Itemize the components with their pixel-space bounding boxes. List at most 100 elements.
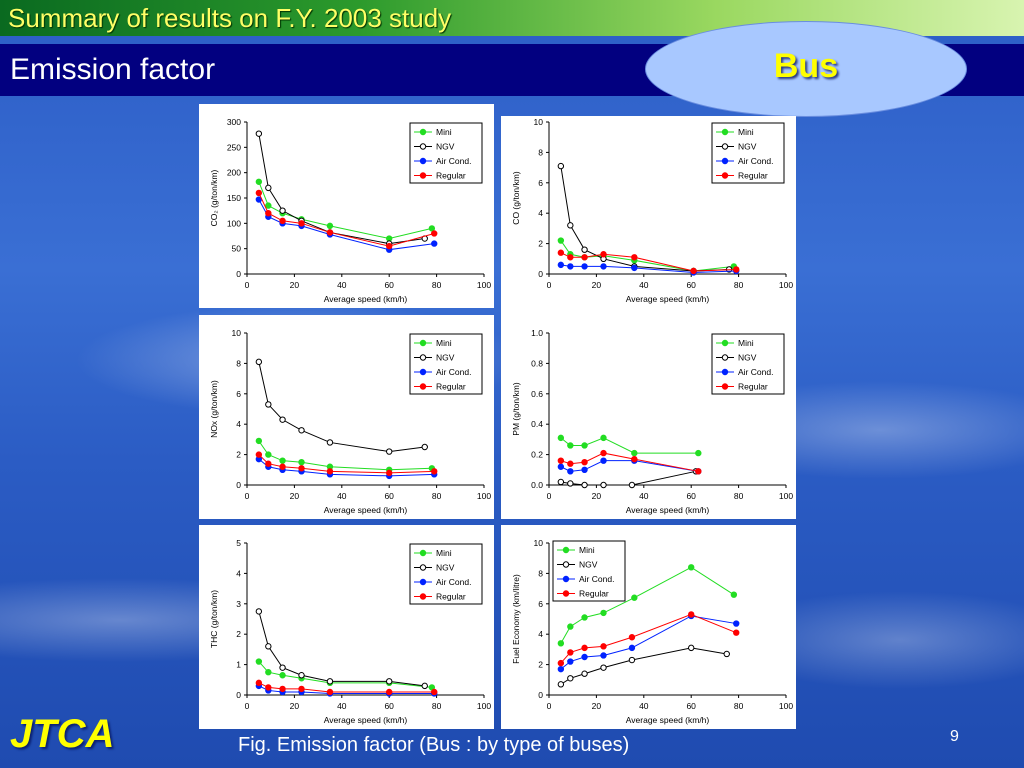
data-point-mini bbox=[255, 437, 263, 445]
y-tick-label: 0 bbox=[236, 269, 241, 279]
data-point-ngv bbox=[688, 644, 695, 652]
y-tick-label: 50 bbox=[232, 244, 242, 254]
x-tick-label: 80 bbox=[432, 280, 442, 290]
y-tick-label: 0.0 bbox=[531, 480, 543, 490]
x-tick-label: 0 bbox=[245, 491, 250, 501]
y-tick-label: 10 bbox=[232, 328, 242, 338]
data-point-ngv bbox=[386, 448, 393, 455]
legend-swatch-marker bbox=[562, 575, 570, 583]
y-tick-label: 0 bbox=[538, 269, 543, 279]
legend-label-air-cond: Air Cond. bbox=[579, 574, 614, 584]
chart-co2: 0 50 100 150 200 250 300 0 20 40 60 80 100 Average sp… bbox=[209, 117, 491, 304]
series-line-ngv bbox=[560, 470, 697, 486]
data-point-ngv bbox=[298, 427, 305, 434]
data-point-regular bbox=[557, 457, 565, 464]
legend-swatch-marker bbox=[419, 564, 427, 571]
data-point-ngv bbox=[567, 675, 574, 682]
chart-thc: 0 1 2 3 4 5 0 20 40 60 80 100 Average speed (km/h) TH… bbox=[209, 538, 491, 725]
data-point-ngv bbox=[557, 478, 565, 486]
data-point-mini bbox=[688, 564, 695, 571]
top-title: Summary of results on F.Y. 2003 study bbox=[8, 3, 452, 33]
series-line-ngv bbox=[258, 133, 425, 245]
data-point-ngv bbox=[255, 130, 263, 137]
data-point-air-cond bbox=[567, 263, 574, 270]
legend-label-air-cond: Air Cond. bbox=[738, 367, 773, 377]
y-tick-label: 2 bbox=[538, 660, 543, 670]
y-tick-label: 4 bbox=[538, 629, 543, 639]
data-point-regular bbox=[431, 468, 438, 475]
data-point-ngv bbox=[298, 672, 305, 679]
y-axis-label: NOx (g/ton/km) bbox=[209, 380, 219, 438]
data-point-mini bbox=[298, 459, 305, 466]
x-tick-label: 100 bbox=[477, 701, 491, 711]
data-point-regular bbox=[298, 685, 305, 693]
data-point-regular bbox=[600, 643, 607, 650]
y-tick-label: 8 bbox=[538, 568, 543, 578]
data-point-mini bbox=[428, 225, 436, 232]
y-tick-label: 0 bbox=[236, 690, 241, 700]
data-point-ngv bbox=[600, 664, 607, 671]
chart-panel-fuel: 0 2 4 6 8 10 0 20 40 60 80 100 Average speed (km/h) F… bbox=[501, 525, 796, 729]
y-tick-label: 6 bbox=[236, 389, 241, 399]
data-point-mini bbox=[631, 449, 638, 457]
legend-swatch-marker bbox=[721, 157, 729, 165]
x-tick-label: 40 bbox=[337, 701, 347, 711]
legend-label-mini: Mini bbox=[738, 338, 754, 348]
y-axis-label: PM (g/ton/km) bbox=[511, 382, 521, 436]
legend-label-regular: Regular bbox=[579, 589, 609, 599]
data-point-ngv bbox=[265, 184, 272, 192]
legend-swatch-marker bbox=[721, 383, 729, 390]
data-point-air-cond bbox=[733, 620, 740, 627]
data-point-regular bbox=[255, 679, 263, 687]
data-point-ngv bbox=[557, 681, 565, 688]
legend-swatch-marker bbox=[562, 590, 570, 597]
y-tick-label: 8 bbox=[236, 358, 241, 368]
data-point-regular bbox=[567, 254, 574, 261]
data-point-ngv bbox=[581, 246, 588, 253]
chart-panel-thc: 0 1 2 3 4 5 0 20 40 60 80 100 Average speed (km/h) TH… bbox=[199, 525, 494, 729]
y-tick-label: 3 bbox=[236, 599, 241, 609]
legend-swatch-marker bbox=[419, 128, 427, 136]
legend-label-mini: Mini bbox=[579, 545, 595, 555]
data-point-mini bbox=[695, 449, 702, 457]
data-point-regular bbox=[386, 688, 393, 696]
data-point-mini bbox=[279, 672, 286, 679]
data-point-regular bbox=[628, 634, 636, 641]
legend-label-regular: Regular bbox=[436, 592, 466, 602]
legend-swatch-marker bbox=[721, 368, 729, 376]
data-point-regular bbox=[733, 629, 740, 636]
y-axis-label: THC (g/ton/km) bbox=[209, 590, 219, 648]
data-point-regular bbox=[265, 460, 272, 467]
series-line-ngv bbox=[560, 647, 727, 685]
data-point-air-cond bbox=[581, 466, 588, 474]
data-point-air-cond bbox=[567, 468, 574, 475]
data-point-mini bbox=[600, 609, 607, 617]
data-point-ngv bbox=[600, 481, 607, 489]
data-point-regular bbox=[600, 251, 607, 258]
data-point-mini bbox=[631, 594, 638, 601]
chart-panel-pm: 0.0 0.2 0.4 0.6 0.8 1.0 0 20 40 60 80 100 Average sp… bbox=[501, 315, 796, 519]
y-tick-label: 1.0 bbox=[531, 328, 543, 338]
top-banner: Summary of results on F.Y. 2003 study bbox=[0, 0, 1024, 36]
data-point-mini bbox=[265, 451, 272, 458]
data-point-ngv bbox=[386, 678, 393, 685]
x-tick-label: 60 bbox=[384, 491, 394, 501]
x-tick-label: 20 bbox=[592, 701, 602, 711]
y-tick-label: 4 bbox=[236, 568, 241, 578]
data-point-air-cond bbox=[600, 457, 607, 464]
data-point-air-cond bbox=[557, 261, 565, 269]
legend-label-ngv: NGV bbox=[436, 142, 455, 152]
data-point-regular bbox=[733, 266, 740, 273]
data-point-regular bbox=[557, 249, 565, 256]
x-tick-label: 60 bbox=[686, 491, 696, 501]
data-point-air-cond bbox=[557, 463, 565, 470]
data-point-mini bbox=[255, 178, 263, 185]
x-tick-label: 20 bbox=[592, 280, 602, 290]
data-point-mini bbox=[255, 658, 263, 665]
x-axis-label: Average speed (km/h) bbox=[626, 715, 710, 725]
y-tick-label: 8 bbox=[538, 147, 543, 157]
x-tick-label: 100 bbox=[779, 491, 793, 501]
legend-swatch-marker bbox=[419, 143, 427, 150]
legend-label-ngv: NGV bbox=[738, 353, 757, 363]
